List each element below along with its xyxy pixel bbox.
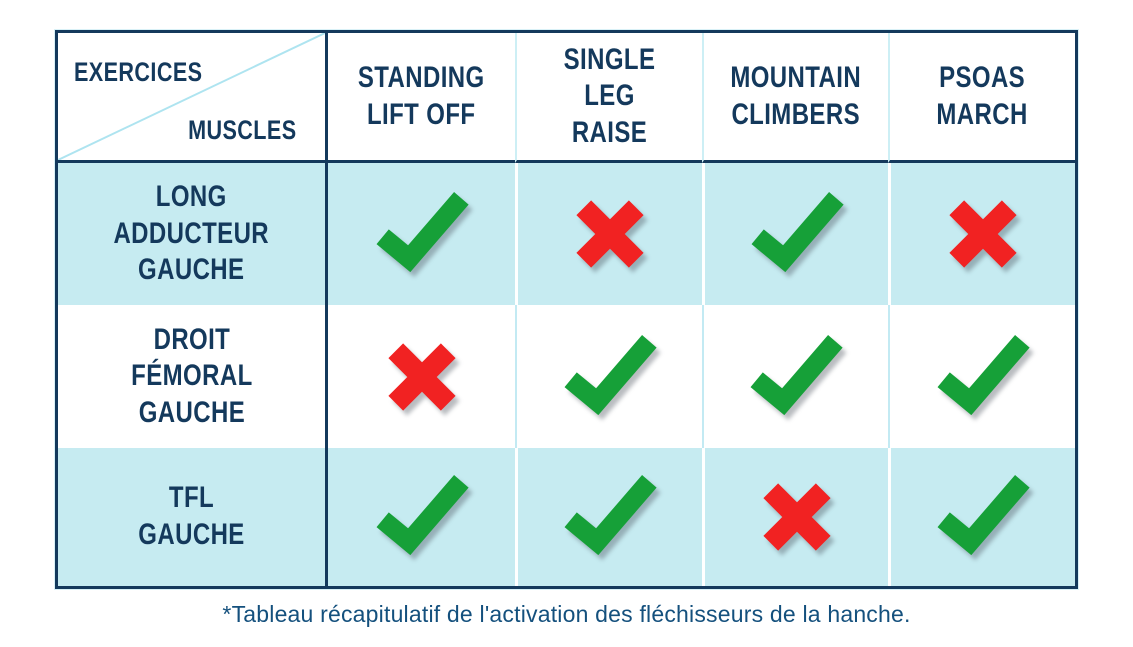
mark-cell [515,163,702,305]
muscle-name-line: GAUCHE [138,518,245,551]
mark-cell [328,305,515,448]
activation-table: EXERCICES MUSCLES STANDING LIFT OFF SINGL… [55,30,1078,589]
column-header-line: MOUNTAIN [730,60,862,94]
check-icon [935,334,1031,420]
check-icon [749,191,845,277]
muscle-row-header-tfl-gauche: TFL GAUCHE [58,448,328,586]
mark-cell [888,305,1075,448]
muscle-row-header-long-adducteur-gauche: LONG ADDUCTEUR GAUCHE [58,163,328,305]
mark-cell [328,448,515,586]
column-header-standing-lift-off: STANDING LIFT OFF [328,33,515,163]
column-header-mountain-climbers: MOUNTAIN CLIMBERS [702,33,888,163]
check-icon [562,474,658,560]
table-caption: *Tableau récapitulatif de l'activation d… [222,601,911,627]
muscle-name-line: DROIT [153,322,230,356]
mark-cell [515,448,702,586]
muscle-name-line: TFL [168,481,215,515]
cross-icon [945,196,1021,272]
mark-cell [888,163,1075,305]
column-header-line: STANDING [358,60,485,94]
column-header-line: SINGLE LEG [563,42,656,113]
muscle-name-line: GAUCHE [138,253,245,287]
mark-cell [888,448,1075,586]
muscle-name-line: GAUCHE [138,395,245,429]
check-icon [374,474,470,560]
muscle-name-line: LONG [156,180,227,214]
column-header-line: LIFT OFF [367,97,476,131]
check-icon [374,191,470,277]
column-header-single-leg-raise: SINGLE LEG RAISE [515,33,702,163]
mark-cell [702,448,888,586]
check-icon [935,474,1031,560]
corner-exercises-label: EXERCICES [74,57,203,87]
muscle-row-header-droit-femoral-gauche: DROIT FÉMORAL GAUCHE [58,305,328,448]
muscle-name-line: FÉMORAL [130,359,253,393]
column-header-psoas-march: PSOAS MARCH [888,33,1075,163]
check-icon [562,334,658,420]
cross-icon [384,339,460,415]
cross-icon [572,196,648,272]
corner-header-cell: EXERCICES MUSCLES [58,33,328,163]
mark-cell [702,163,888,305]
corner-muscles-label: MUSCLES [188,115,297,145]
column-header-line: CLIMBERS [731,97,861,131]
muscle-name-line: ADDUCTEUR [113,216,270,250]
mark-cell [702,305,888,448]
diagonal-divider-line [58,33,325,160]
column-header-line: PSOAS [939,60,1026,94]
check-icon [748,334,844,420]
cross-icon [759,479,835,555]
column-header-line: RAISE [571,115,648,149]
column-header-line: MARCH [936,97,1029,131]
mark-cell [515,305,702,448]
mark-cell [328,163,515,305]
